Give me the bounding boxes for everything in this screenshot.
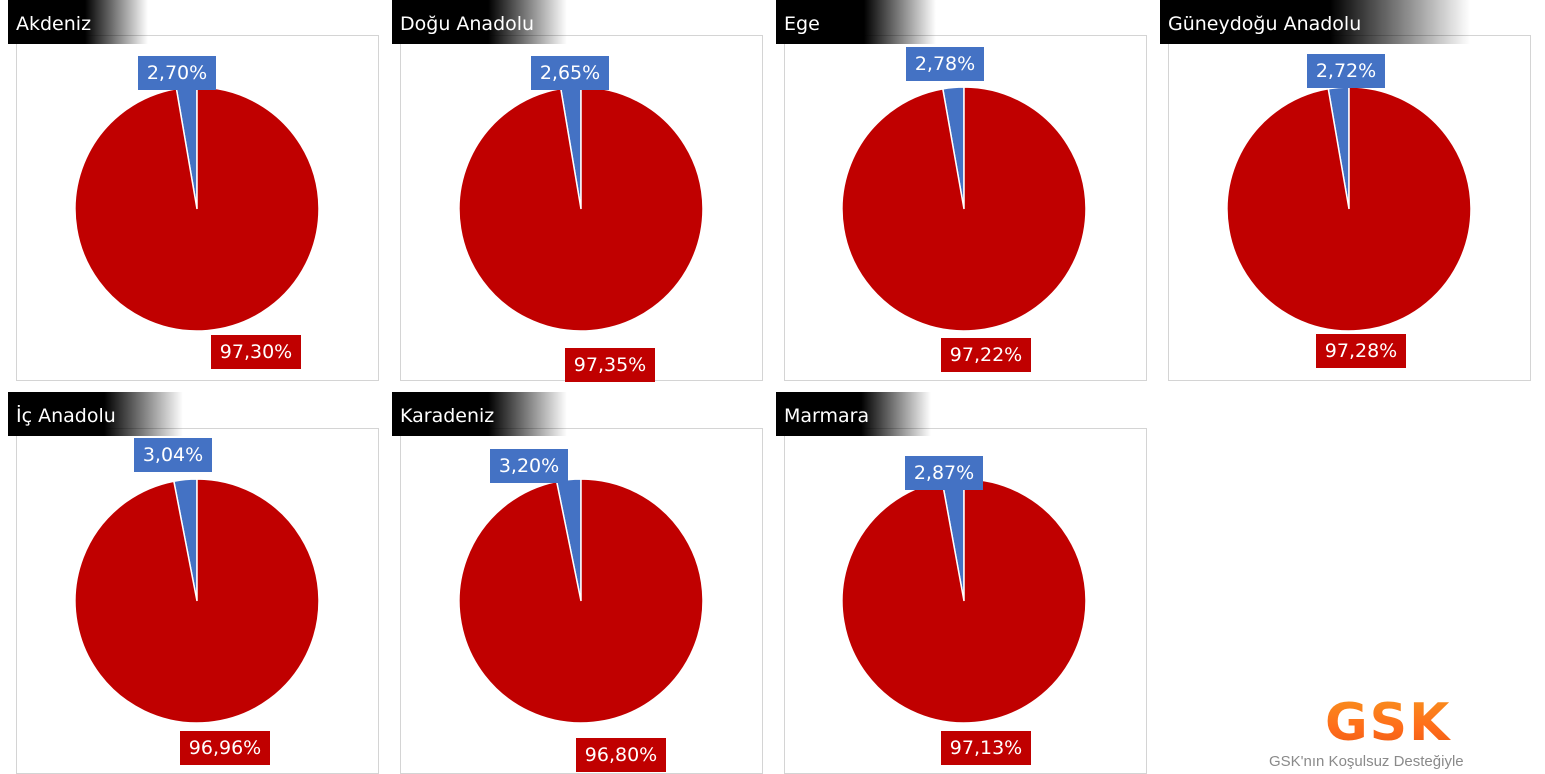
- chart-title: Ege: [776, 0, 936, 44]
- chart-title: İç Anadolu: [8, 392, 183, 436]
- data-label-large: 97,35%: [565, 348, 655, 382]
- pie-slice-large: [74, 86, 320, 332]
- data-label-small: 2,78%: [906, 47, 984, 81]
- chart-title: Marmara: [776, 392, 931, 436]
- gsk-logo-caption: GSK'nın Koşulsuz Desteğiyle: [1269, 753, 1464, 769]
- data-label-large: 97,13%: [941, 731, 1031, 765]
- chart-title: Doğu Anadolu: [392, 0, 567, 44]
- data-label-large: 97,30%: [211, 335, 301, 369]
- data-label-small: 2,65%: [531, 56, 609, 90]
- pie-slice-large: [74, 478, 320, 724]
- gsk-logo-text: GSK: [1325, 693, 1452, 753]
- chart-title: Güneydoğu Anadolu: [1160, 0, 1470, 44]
- data-label-small: 3,20%: [490, 449, 568, 483]
- data-label-large: 97,28%: [1316, 334, 1406, 368]
- pie-slice-large: [841, 478, 1087, 724]
- chart-title: Akdeniz: [8, 0, 148, 44]
- data-label-large: 97,22%: [941, 338, 1031, 372]
- pie-slice-large: [841, 86, 1087, 332]
- pie-slice-large: [1226, 86, 1472, 332]
- data-label-small: 2,87%: [905, 456, 983, 490]
- data-label-small: 3,04%: [134, 438, 212, 472]
- data-label-large: 96,80%: [576, 738, 666, 772]
- data-label-small: 2,72%: [1307, 54, 1385, 88]
- chart-title: Karadeniz: [392, 392, 567, 436]
- pie-slice-large: [458, 86, 704, 332]
- pie-slice-large: [458, 478, 704, 724]
- gsk-logo: GSK GSK'nın Koşulsuz Desteğiyle: [1255, 693, 1515, 769]
- data-label-small: 2,70%: [138, 56, 216, 90]
- data-label-large: 96,96%: [180, 731, 270, 765]
